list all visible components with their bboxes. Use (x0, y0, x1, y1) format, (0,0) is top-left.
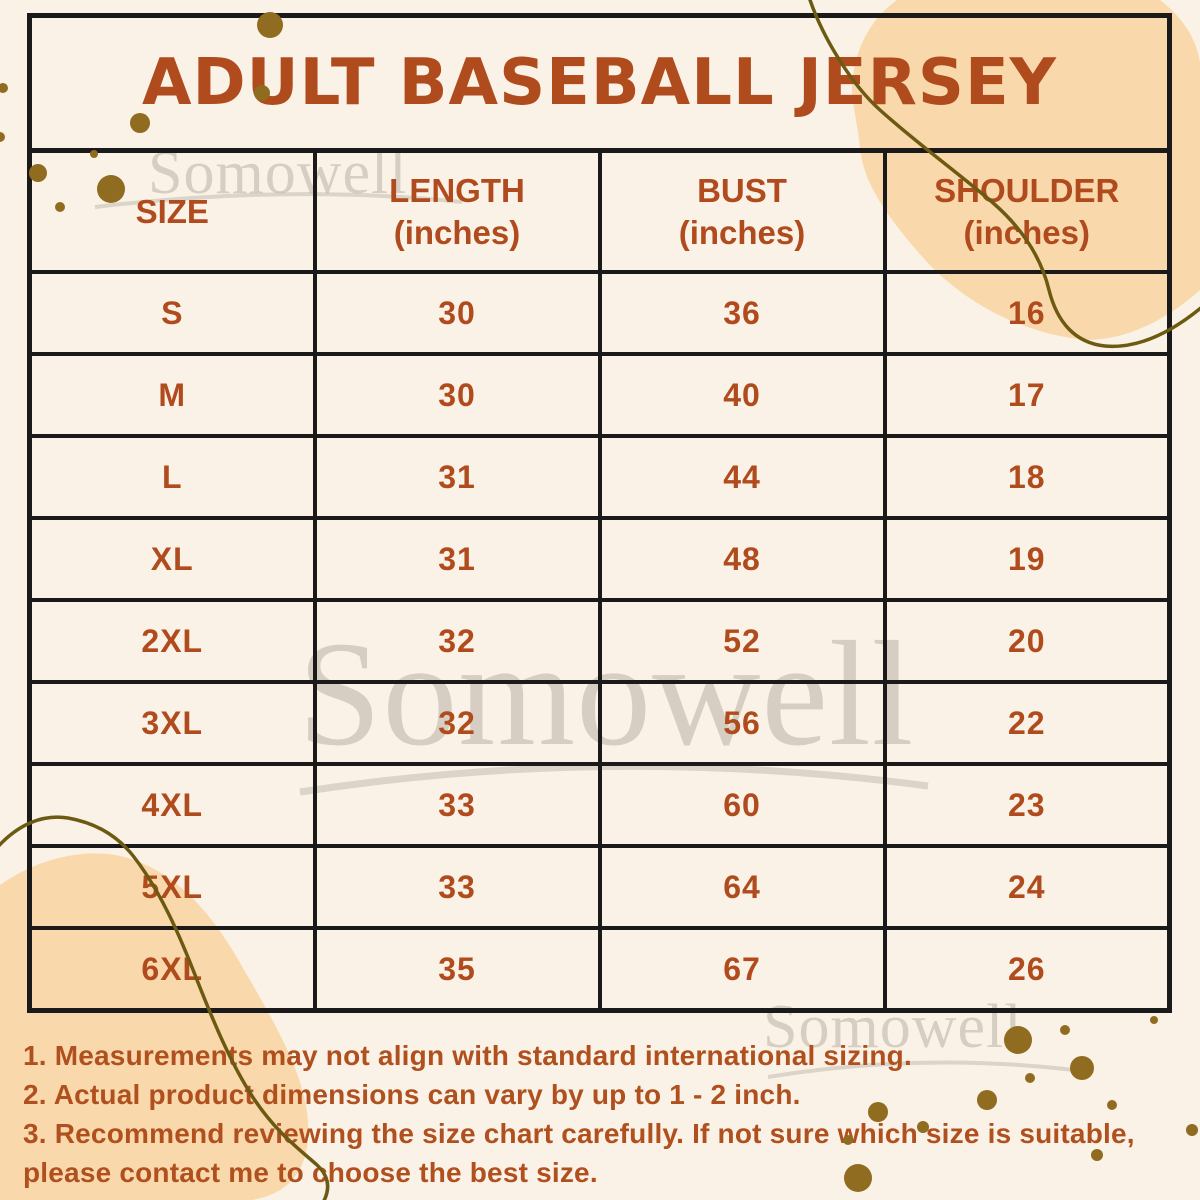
sheet: ADULT BASEBALL JERSEY SIZE LENGTH (inche… (27, 13, 1172, 1013)
size-table-body: S 30 36 16 M 30 40 17 L 31 44 18 XL 31 48 19 2XL 32 52 20 3X… (27, 270, 1172, 1013)
bust-cell: 56 (597, 680, 887, 766)
col-header-label: BUST (697, 171, 787, 209)
size-cell: S (27, 270, 317, 356)
length-cell: 32 (312, 680, 602, 766)
table-row: S 30 36 16 (27, 270, 1172, 356)
shoulder-cell: 24 (882, 844, 1172, 930)
bust-cell: 60 (597, 762, 887, 848)
col-header-unit: (inches) (963, 213, 1091, 251)
shoulder-cell: 23 (882, 762, 1172, 848)
size-cell: M (27, 352, 317, 438)
bust-cell: 48 (597, 516, 887, 602)
length-cell: 33 (312, 844, 602, 930)
header-row: SIZE LENGTH (inches) BUST (inches) SHOUL… (27, 148, 1172, 274)
bust-cell: 64 (597, 844, 887, 930)
table-row: M 30 40 17 (27, 352, 1172, 438)
col-header-size: SIZE (27, 148, 317, 274)
col-header-label: LENGTH (389, 171, 525, 209)
col-header-label: SIZE (135, 192, 209, 230)
bust-cell: 67 (597, 926, 887, 1013)
length-cell: 30 (312, 352, 602, 438)
shoulder-cell: 26 (882, 926, 1172, 1013)
shoulder-cell: 22 (882, 680, 1172, 766)
size-table-header: SIZE LENGTH (inches) BUST (inches) SHOUL… (27, 148, 1172, 274)
table-row: XL 31 48 19 (27, 516, 1172, 602)
size-cell: 3XL (27, 680, 317, 766)
bust-cell: 40 (597, 352, 887, 438)
note-1: 1. Measurements may not align with stand… (23, 1040, 912, 1071)
size-table: SIZE LENGTH (inches) BUST (inches) SHOUL… (27, 148, 1172, 1013)
length-cell: 31 (312, 516, 602, 602)
table-row: 4XL 33 60 23 (27, 762, 1172, 848)
length-cell: 33 (312, 762, 602, 848)
col-header-unit: (inches) (678, 213, 806, 251)
page-title: ADULT BASEBALL JERSEY (142, 46, 1057, 120)
title-banner: ADULT BASEBALL JERSEY (27, 13, 1172, 153)
size-cell: 6XL (27, 926, 317, 1013)
note-2: 2. Actual product dimensions can vary by… (23, 1079, 801, 1110)
size-cell: 2XL (27, 598, 317, 684)
bust-cell: 36 (597, 270, 887, 356)
shoulder-cell: 19 (882, 516, 1172, 602)
size-cell: 4XL (27, 762, 317, 848)
note-3: 3. Recommend reviewing the size chart ca… (23, 1118, 1135, 1188)
bust-cell: 52 (597, 598, 887, 684)
col-header-bust: BUST (inches) (597, 148, 887, 274)
table-row: 2XL 32 52 20 (27, 598, 1172, 684)
length-cell: 35 (312, 926, 602, 1013)
length-cell: 30 (312, 270, 602, 356)
table-row: 5XL 33 64 24 (27, 844, 1172, 930)
size-cell: 5XL (27, 844, 317, 930)
shoulder-cell: 18 (882, 434, 1172, 520)
col-header-unit: (inches) (393, 213, 521, 251)
size-cell: L (27, 434, 317, 520)
col-header-shoulder: SHOULDER (inches) (882, 148, 1172, 274)
length-cell: 31 (312, 434, 602, 520)
shoulder-cell: 16 (882, 270, 1172, 356)
size-cell: XL (27, 516, 317, 602)
length-cell: 32 (312, 598, 602, 684)
table-row: L 31 44 18 (27, 434, 1172, 520)
table-row: 3XL 32 56 22 (27, 680, 1172, 766)
shoulder-cell: 20 (882, 598, 1172, 684)
table-row: 6XL 35 67 26 (27, 926, 1172, 1013)
notes: 1. Measurements may not align with stand… (23, 1036, 1178, 1192)
col-header-label: SHOULDER (934, 171, 1120, 209)
bust-cell: 44 (597, 434, 887, 520)
col-header-length: LENGTH (inches) (312, 148, 602, 274)
shoulder-cell: 17 (882, 352, 1172, 438)
